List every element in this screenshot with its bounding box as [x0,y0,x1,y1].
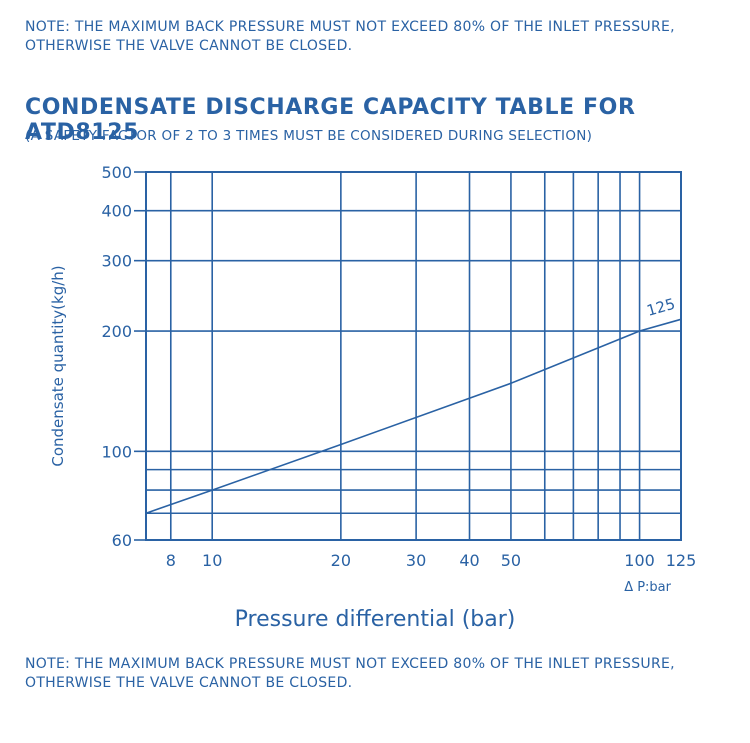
x-tick-label: 8 [166,551,176,570]
x-tick-label: 20 [331,551,351,570]
y-axis-title: Condensate quantity(kg/h) [49,265,67,466]
chart-subtitle: (A SAFETY FACTOR OF 2 TO 3 TIMES MUST BE… [25,128,593,144]
x-axis-title: Pressure differential (bar) [235,607,516,632]
x-tick-label: 10 [202,551,222,570]
y-tick-label: 200 [101,322,132,341]
chart-title: CONDENSATE DISCHARGE CAPACITY TABLE FOR … [25,95,636,145]
note-bottom: NOTE: THE MAXIMUM BACK PRESSURE MUST NOT… [25,656,675,691]
y-tick-label: 500 [101,163,132,182]
axis-layer [134,171,682,541]
series-label: 125 [645,295,677,320]
x-unit-label: Δ P:bar [624,580,671,595]
x-tick-label: 40 [459,551,479,570]
series-line-125 [145,318,682,514]
y-tick-label: 300 [101,252,132,271]
plot-frame [145,171,682,541]
y-tick-label: 400 [101,202,132,221]
label-layer: 60 100 200 300 400 500 8 10 20 30 40 50 100 125 125 Δ P… [49,163,696,632]
x-tick-label: 30 [406,551,426,570]
x-tick-label: 100 [624,551,655,570]
x-tick-label: 125 [666,551,697,570]
y-tick-label: 100 [101,442,132,461]
note-top: NOTE: THE MAXIMUM BACK PRESSURE MUST NOT… [25,19,675,54]
series-layer [145,318,682,514]
x-tick-label: 50 [501,551,521,570]
y-tick-label: 60 [112,531,132,550]
